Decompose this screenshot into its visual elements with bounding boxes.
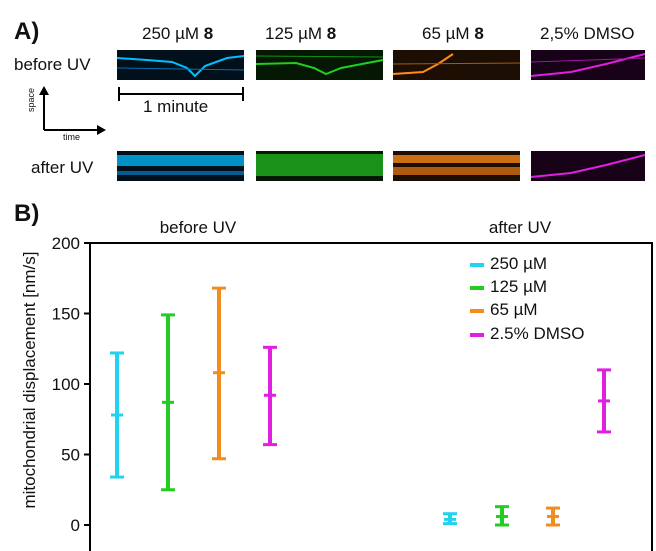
- panel-a-label: A): [14, 18, 40, 45]
- legend-swatch-125: [470, 285, 484, 290]
- space-time-axes: [39, 86, 106, 135]
- condition-label-4: 2,5% DMSO: [540, 24, 635, 43]
- group-label: after UV: [489, 218, 552, 237]
- kymograph-trace: [117, 155, 244, 175]
- y-tick-label: 150: [52, 305, 80, 324]
- kymograph-trace: [531, 154, 645, 178]
- row-label-before-uv: before UV: [14, 55, 91, 74]
- legend-item-65: 65 µM: [470, 300, 538, 320]
- scale-bar-label: 1 minute: [143, 97, 209, 116]
- kymograph-before-250: [117, 50, 244, 80]
- kymograph-trace: [256, 55, 383, 76]
- legend-swatch-250: [470, 262, 484, 267]
- kymograph-trace: [531, 53, 645, 77]
- condition-label-3: 65 µM 8: [422, 24, 484, 43]
- legend-swatch-dmso: [470, 332, 484, 337]
- plot-frame: [89, 242, 653, 551]
- axis-space-label: space: [26, 87, 36, 112]
- axis-time-label: time: [63, 132, 81, 142]
- kymograph-trace: [393, 155, 520, 175]
- kymograph-trace: [117, 55, 244, 78]
- kymograph-before-dmso: [531, 50, 645, 80]
- kymograph-after-250: [117, 151, 244, 181]
- legend-item-dmso: 2.5% DMSO: [470, 324, 584, 344]
- scale-bar: [118, 87, 244, 101]
- kymograph-trace: [256, 154, 383, 176]
- kymograph-trace: [393, 53, 520, 75]
- kymograph-after-125: [256, 151, 383, 181]
- y-tick-label: 0: [71, 516, 80, 535]
- errorbar-chart: 0 50 100 150 200 before UV after UV: [52, 218, 653, 551]
- panel-b-label: B): [14, 200, 40, 227]
- kymograph-before-125: [256, 50, 383, 80]
- group-label: before UV: [160, 218, 237, 237]
- kymograph-after-65: [393, 151, 520, 181]
- y-tick-label: 50: [61, 446, 80, 465]
- condition-label-1: 250 µM 8: [142, 24, 214, 43]
- y-tick-label: 200: [52, 234, 80, 253]
- y-tick-label: 100: [52, 375, 80, 394]
- legend-item-250: 250 µM: [470, 254, 547, 274]
- legend-swatch-65: [470, 308, 484, 313]
- condition-label-2: 125 µM 8: [265, 24, 337, 43]
- legend-item-125: 125 µM: [470, 277, 547, 297]
- row-label-after-uv: after UV: [31, 158, 94, 177]
- kymograph-after-dmso: [531, 151, 645, 181]
- kymograph-before-65: [393, 50, 520, 80]
